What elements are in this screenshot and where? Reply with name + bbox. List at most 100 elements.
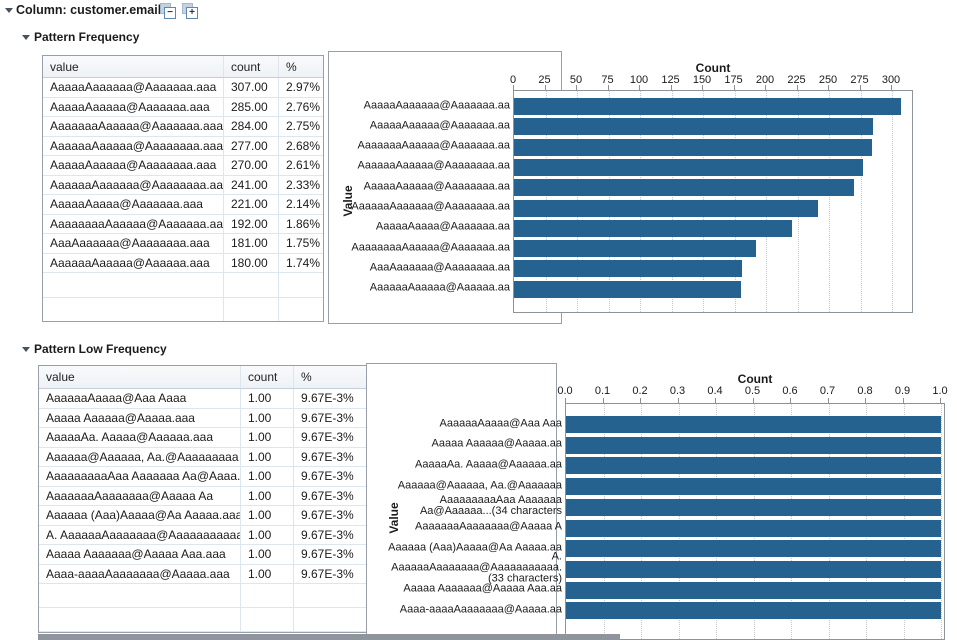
table-header-cell: %: [293, 366, 366, 388]
table-row[interactable]: A. AaaaaaAaaaaaaa@Aaaaaaaaaaa... 1.00 9.67…: [39, 525, 366, 545]
bar[interactable]: [566, 478, 941, 496]
table-row[interactable]: AaaAaaaaaa@Aaaaaaaa.aaa 181.00 1.75%: [43, 234, 323, 254]
table-row[interactable]: AaaaaaAaaaaa@Aaaaaaaa.aaa 277.00 2.68%: [43, 136, 323, 156]
table-row[interactable]: AaaaaaaAaaaaaaa@Aaaaa Aa 1.00 9.67E-3%: [39, 486, 366, 506]
table-cell: AaaaaAa. Aaaaa@Aaaaaa.aaa: [46, 430, 213, 444]
table-row[interactable]: AaaaaAaaaaa@Aaaaaaaa.aaa 270.00 2.61%: [43, 156, 323, 176]
axis-tick-label: 300: [881, 74, 901, 86]
pattern-low-frequency-table: value count% AaaaaaAaaaa@Aaa Aaaa 1.00 9.67E…: [38, 365, 367, 633]
table-row[interactable]: AaaaaaaaaAaa Aaaaaaa Aa@Aaaa... 1.00 9.67E…: [39, 467, 366, 487]
bar[interactable]: [566, 436, 941, 454]
axis-tick-label: 0.3: [669, 385, 686, 397]
table-cell: Aaaaaa (Aaa)Aaaaa@Aa Aaaaa.aaa: [46, 508, 240, 522]
axis-tick-label: 25: [538, 74, 551, 86]
gridline: [941, 404, 942, 639]
table-cell: 9.67E-3%: [293, 408, 366, 427]
category-label: AaaaaaaAaaaaa@Aaaaaaa.aa: [357, 139, 510, 152]
table-cell: [278, 298, 323, 321]
bar[interactable]: [566, 519, 941, 537]
column-disclosure-triangle-icon[interactable]: [5, 8, 13, 13]
bar[interactable]: [514, 219, 793, 237]
table-row[interactable]: AaaaaAaaaaaa@Aaaaaaa.aaa 307.00 2.97%: [43, 78, 323, 98]
axis-tick-mark: [865, 398, 866, 403]
axis-tick-label: 0.8: [857, 385, 873, 397]
table-cell: 1.00: [240, 486, 293, 505]
table-cell: 9.67E-3%: [293, 467, 366, 486]
plot-area: [513, 90, 913, 313]
table-cell: 270.00: [223, 156, 278, 175]
category-label: AaaaaaaaAaaaaa@Aaaaaaa.aa: [351, 241, 510, 254]
table-cell: AaaaaaaAaaaaaaa@Aaaaa Aa: [46, 488, 213, 503]
pattern-low-frequency-disclosure-triangle-icon[interactable]: [22, 347, 30, 352]
bar[interactable]: [566, 540, 941, 558]
table-cell: 277.00: [223, 136, 278, 155]
table-row[interactable]: Aaaaa Aaaaaaa@Aaaaa Aaa.aaa 1.00 9.67E-3%: [39, 545, 366, 565]
table-row[interactable]: AaaaaaaaAaaaaa@Aaaaaaa.aaa 192.00 1.86%: [43, 214, 323, 234]
bar[interactable]: [514, 138, 872, 156]
collapse-all-button[interactable]: −: [160, 3, 176, 19]
axis-tick-label: 0.2: [632, 385, 648, 397]
table-cell: Aaaa-aaaaAaaaaaaa@Aaaaa.aaa: [46, 566, 230, 581]
table-row[interactable]: Aaaaa Aaaaaa@Aaaaa.aaa 1.00 9.67E-3%: [39, 408, 366, 428]
table-empty-row: [39, 584, 366, 608]
bar[interactable]: [514, 240, 756, 258]
expand-all-button[interactable]: +: [182, 3, 198, 19]
axis-tick-label: 250: [818, 74, 838, 86]
table-cell: 9.67E-3%: [293, 545, 366, 564]
bar[interactable]: [514, 158, 864, 176]
table-row[interactable]: AaaaaAa. Aaaaa@Aaaaaa.aaa 1.00 9.67E-3%: [39, 428, 366, 448]
bar[interactable]: [566, 416, 941, 433]
axis-tick-label: 0.9: [894, 385, 911, 397]
table-header-cell: count: [223, 56, 278, 77]
axis-tick-label: 0.5: [744, 385, 761, 397]
table-cell: AaaaaaAaaaaa@Aaaaaaaa.aaa: [50, 138, 223, 153]
table-row[interactable]: AaaaaaAaaaa@Aaa Aaaa 1.00 9.67E-3%: [39, 389, 366, 409]
axis-tick-mark: [765, 85, 766, 90]
table-cell: AaaaaaaAaaaaa@Aaaaaaa.aaa: [50, 119, 223, 133]
bar[interactable]: [566, 581, 941, 599]
category-label: AaaaaAaaaaa@Aaaaaaaa.aa: [363, 180, 510, 193]
bar[interactable]: [514, 179, 855, 197]
table-row[interactable]: AaaaaAaaaa@Aaaaaaa.aaa 221.00 2.14%: [43, 195, 323, 215]
category-label: AaaaaaAaaaaaa@Aaaaaaaa.aa: [351, 200, 510, 213]
category-label: A. AaaaaaAaaaaaaa@Aaaaaaaaaaa. (33 charact…: [391, 550, 562, 585]
category-label: AaaaaAaaaaa@Aaaaaaa.aa: [369, 119, 510, 132]
table-cell: 2.76%: [278, 97, 323, 116]
axis-tick-label: 75: [601, 74, 614, 86]
bar[interactable]: [566, 498, 941, 516]
table-row[interactable]: AaaaaAaaaaa@Aaaaaaa.aaa 285.00 2.76%: [43, 97, 323, 117]
table-row[interactable]: Aaaaaa@Aaaaaa, Aa.@Aaaaaaaaa 1.00 9.67E-3%: [39, 447, 366, 467]
bar[interactable]: [514, 260, 743, 278]
axis-tick-label: 125: [661, 74, 680, 86]
pattern-frequency-disclosure-triangle-icon[interactable]: [22, 35, 30, 40]
bar[interactable]: [514, 118, 874, 136]
gridline: [892, 91, 893, 312]
table-row[interactable]: AaaaaaAaaaaaa@Aaaaaaaa.aaa 241.00 2.33%: [43, 175, 323, 195]
table-cell: 9.67E-3%: [293, 525, 366, 544]
table-cell: [43, 273, 223, 297]
table-cell: 1.00: [240, 389, 293, 408]
table-cell: 9.67E-3%: [293, 506, 366, 525]
axis-tick-mark: [827, 398, 829, 403]
table-cell: AaaAaaaaaa@Aaaaaaaa.aaa: [50, 236, 210, 250]
bar[interactable]: [566, 602, 941, 620]
pattern-frequency-table: value count% AaaaaAaaaaaa@Aaaaaaa.aaa 307.0…: [42, 55, 324, 322]
bar[interactable]: [514, 199, 818, 217]
axis-tick-label: 0.4: [707, 385, 723, 397]
table-row[interactable]: Aaaa-aaaaAaaaaaaa@Aaaaa.aaa 1.00 9.67E-3%: [39, 564, 366, 584]
bar[interactable]: [566, 457, 941, 475]
axis-tick-mark: [513, 85, 514, 90]
table-cell: 241.00: [223, 175, 278, 194]
table-row[interactable]: Aaaaaa (Aaa)Aaaaa@Aa Aaaaa.aaa 1.00 9.67E-…: [39, 506, 366, 526]
table-row[interactable]: AaaaaaaAaaaaa@Aaaaaaa.aaa 284.00 2.75%: [43, 117, 323, 137]
table-row[interactable]: AaaaaaAaaaaa@Aaaaaa.aaa 180.00 1.74%: [43, 253, 323, 273]
axis-tick-label: 0.0: [557, 385, 573, 397]
table-cell: AaaaaAaaaa@Aaaaaaa.aaa: [50, 197, 203, 211]
axis-tick-mark: [940, 398, 941, 403]
table-header-cell: value: [46, 370, 75, 384]
table-cell: 1.00: [240, 467, 293, 486]
bar[interactable]: [514, 280, 741, 298]
table-cell: 9.67E-3%: [293, 564, 366, 583]
bar[interactable]: [514, 98, 901, 115]
bar[interactable]: [566, 560, 941, 578]
